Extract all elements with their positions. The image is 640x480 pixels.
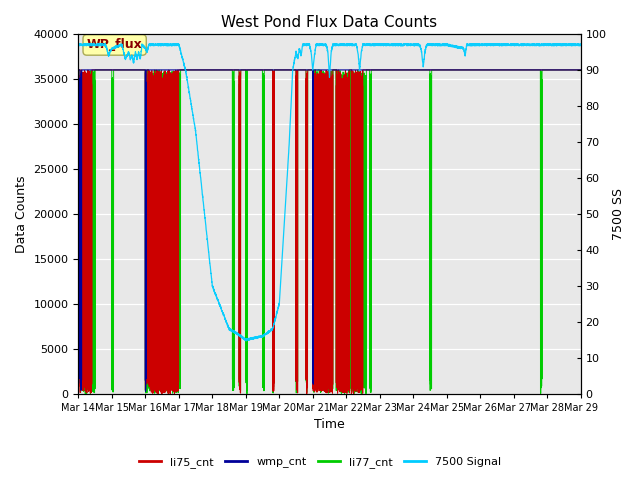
Text: WP_flux: WP_flux: [87, 38, 143, 51]
X-axis label: Time: Time: [314, 419, 345, 432]
Y-axis label: 7500 SS: 7500 SS: [612, 188, 625, 240]
Y-axis label: Data Counts: Data Counts: [15, 175, 28, 252]
Legend: li75_cnt, wmp_cnt, li77_cnt, 7500 Signal: li75_cnt, wmp_cnt, li77_cnt, 7500 Signal: [135, 452, 505, 472]
Title: West Pond Flux Data Counts: West Pond Flux Data Counts: [221, 15, 438, 30]
